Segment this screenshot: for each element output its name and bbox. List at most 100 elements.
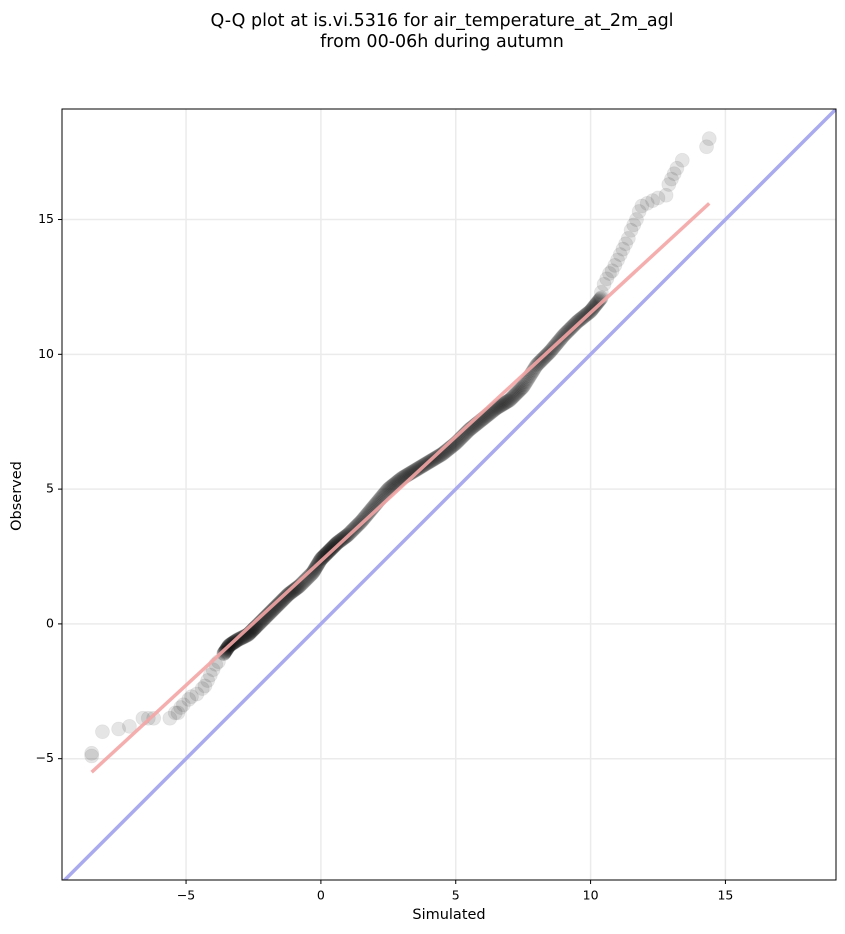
scatter-point bbox=[570, 313, 586, 329]
scatter-point bbox=[650, 190, 666, 206]
scatter-point bbox=[274, 593, 290, 609]
scatter-point bbox=[216, 645, 232, 661]
scatter-point bbox=[701, 131, 717, 147]
scatter-point bbox=[95, 724, 110, 740]
scatter-point bbox=[277, 590, 293, 606]
scatter-point bbox=[529, 357, 545, 373]
scatter-point bbox=[503, 391, 519, 407]
scatter-point bbox=[279, 588, 295, 604]
scatter-point bbox=[307, 562, 322, 578]
scatter-point bbox=[607, 257, 623, 273]
axes-frame bbox=[61, 108, 837, 881]
scatter-point bbox=[233, 630, 249, 646]
x-tick-label: −5 bbox=[177, 888, 195, 903]
scatter-point bbox=[407, 462, 423, 478]
scatter-point bbox=[645, 193, 661, 209]
scatter-point bbox=[587, 298, 603, 313]
scatter-point bbox=[604, 263, 620, 279]
scatter-point bbox=[565, 318, 581, 334]
scatter-point bbox=[666, 166, 682, 182]
scatter-point bbox=[381, 480, 397, 496]
scatter-point bbox=[327, 537, 343, 553]
scatter-point bbox=[408, 462, 424, 478]
scatter-point bbox=[409, 461, 425, 477]
scatter-point bbox=[587, 298, 602, 314]
scatter-point bbox=[325, 540, 340, 556]
scatter-point bbox=[612, 247, 628, 262]
scatter-point bbox=[507, 387, 522, 403]
scatter-point bbox=[276, 591, 292, 607]
x-axis-label: Simulated bbox=[412, 907, 485, 923]
scatter-point bbox=[588, 297, 604, 312]
scatter-point bbox=[516, 377, 532, 393]
scatter-point bbox=[658, 187, 674, 203]
scatter-point bbox=[278, 589, 294, 604]
scatter-point bbox=[355, 511, 371, 527]
scatter-point bbox=[175, 697, 191, 713]
scatter-point bbox=[620, 230, 636, 246]
scatter-point bbox=[275, 592, 291, 608]
scatter-point bbox=[281, 586, 297, 602]
scatter-point bbox=[328, 536, 344, 552]
scatter-point bbox=[512, 382, 528, 397]
scatter-point bbox=[232, 631, 248, 646]
scatter-point bbox=[505, 389, 520, 405]
scatter-point bbox=[564, 319, 580, 335]
scatter-point bbox=[331, 534, 347, 550]
scatter-point bbox=[329, 535, 345, 551]
y-tick-label: 5 bbox=[46, 481, 54, 496]
scatter-point bbox=[325, 539, 341, 555]
scatter-point bbox=[602, 266, 617, 281]
scatter-point bbox=[669, 160, 685, 176]
scatter-point bbox=[232, 631, 248, 647]
scatter-point bbox=[162, 710, 178, 726]
scatter-point bbox=[380, 481, 396, 497]
scatter-point bbox=[502, 392, 518, 408]
scatter-point bbox=[278, 589, 293, 605]
scatter-point bbox=[629, 212, 644, 227]
scatter-point bbox=[282, 585, 298, 601]
scatter-point bbox=[572, 312, 588, 328]
scatter-point bbox=[146, 710, 162, 726]
scatter-point bbox=[283, 585, 299, 600]
scatter-point bbox=[515, 379, 531, 395]
scatter-point bbox=[571, 313, 587, 328]
scatter-point bbox=[510, 384, 526, 399]
y-tick-label: 0 bbox=[46, 615, 54, 630]
scatter-point bbox=[181, 691, 197, 707]
scatter-point bbox=[231, 631, 247, 647]
scatter-point bbox=[517, 376, 533, 391]
y-tick-label: 10 bbox=[38, 346, 54, 361]
scatter-point bbox=[495, 396, 511, 412]
scatter-point bbox=[379, 482, 395, 498]
scatter-point bbox=[410, 461, 426, 476]
scatter-point bbox=[511, 383, 527, 398]
scatter-point bbox=[122, 718, 137, 734]
scatter-point bbox=[111, 721, 127, 737]
grid-lines bbox=[62, 109, 836, 880]
scatter-point bbox=[359, 507, 375, 522]
scatter-point bbox=[566, 317, 582, 333]
scatter-point bbox=[429, 450, 444, 465]
y-tick-label: −5 bbox=[36, 750, 54, 765]
scatter-point bbox=[326, 539, 342, 554]
scatter-point bbox=[305, 564, 321, 580]
scatter-point bbox=[173, 700, 189, 715]
scatter-point bbox=[493, 397, 509, 413]
scatter-point bbox=[568, 315, 584, 331]
scatter-point bbox=[273, 594, 289, 610]
chart-title-line-2: from 00-06h during autumn bbox=[320, 32, 564, 52]
scatter-point bbox=[631, 204, 647, 219]
scatter-point bbox=[501, 393, 517, 409]
scatter-point bbox=[216, 646, 232, 661]
scatter-point bbox=[506, 388, 521, 404]
scatter-point bbox=[494, 397, 510, 413]
scatter-point bbox=[590, 294, 606, 309]
scatter-point bbox=[327, 537, 343, 553]
scatter-point bbox=[170, 705, 186, 721]
scatter-point bbox=[618, 236, 634, 252]
scatter-points bbox=[84, 131, 717, 764]
scatter-point bbox=[590, 295, 605, 310]
scatter-point bbox=[664, 171, 679, 187]
